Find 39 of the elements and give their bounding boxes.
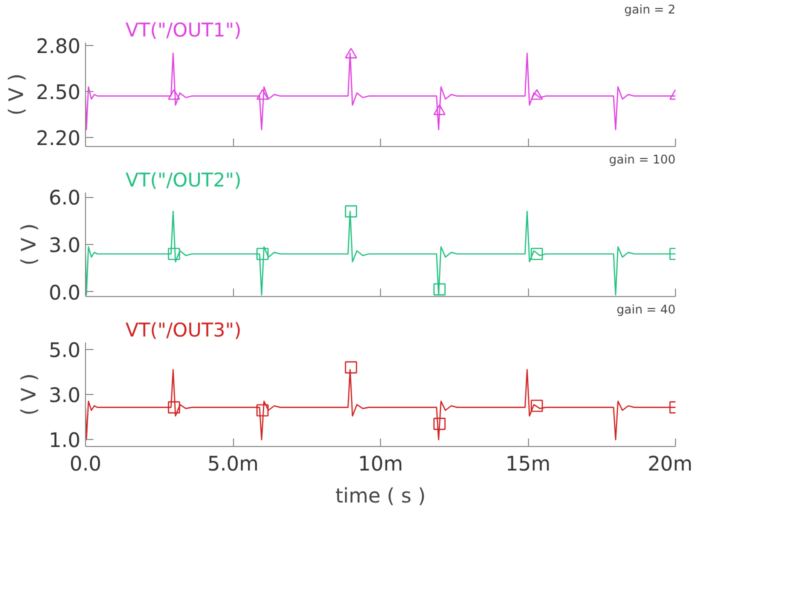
point — [530, 400, 543, 412]
x-tick-label: 15m — [506, 452, 550, 476]
y-tick-label: 3.0 — [48, 383, 81, 407]
text: VT("/OUT3") — [126, 320, 242, 342]
point — [433, 104, 446, 116]
point — [168, 401, 180, 414]
x-tick-label: 0.0 — [70, 452, 102, 476]
point — [168, 89, 180, 100]
series-label: VT("/OUT1") — [126, 20, 242, 42]
x-tick-label: 10m — [358, 452, 403, 476]
x-tick-label: 20m — [648, 452, 693, 476]
y-axis-title: ( V ) — [16, 223, 41, 266]
point — [344, 205, 358, 218]
point — [344, 361, 358, 374]
point — [256, 404, 269, 416]
point — [530, 89, 543, 100]
y-tick-label: 5.0 — [48, 338, 81, 362]
text: gain = 100 — [609, 152, 676, 166]
point — [168, 248, 180, 260]
y-tick-label: 2.80 — [36, 34, 80, 58]
series-label: VT("/OUT2") — [126, 170, 242, 192]
y-tick-label: 1.0 — [48, 428, 81, 452]
y-axis-title: ( V ) — [16, 373, 41, 416]
point — [256, 248, 269, 260]
y-tick-label: 3.0 — [48, 233, 81, 257]
y-tick-label: 0.0 — [48, 280, 81, 304]
point — [433, 283, 446, 296]
y-tick-label: 2.20 — [36, 126, 80, 150]
point — [256, 89, 269, 100]
y-tick-label: 2.50 — [36, 80, 80, 104]
point — [433, 418, 446, 430]
y-axis-title: ( V ) — [4, 73, 28, 116]
point — [530, 248, 543, 260]
point — [344, 48, 358, 59]
x-axis-title: time ( s ) — [335, 484, 426, 508]
text: gain = 2 — [624, 2, 676, 16]
text: gain = 40 — [616, 302, 676, 316]
y-tick-label: 6.0 — [48, 186, 81, 210]
x-tick-label: 5.0m — [207, 452, 259, 476]
